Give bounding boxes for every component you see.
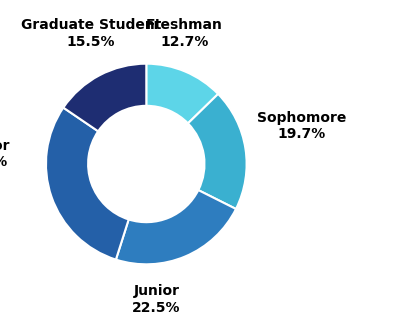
Text: Graduate Student
15.5%: Graduate Student 15.5% — [21, 18, 161, 49]
Text: Sophomore
19.7%: Sophomore 19.7% — [257, 111, 347, 141]
Text: Senior
29.6%: Senior 29.6% — [0, 139, 9, 169]
Wedge shape — [64, 64, 146, 131]
Wedge shape — [116, 190, 236, 264]
Wedge shape — [188, 94, 247, 209]
Text: Junior
22.5%: Junior 22.5% — [132, 284, 181, 315]
Wedge shape — [46, 108, 129, 259]
Text: Freshman
12.7%: Freshman 12.7% — [146, 18, 223, 49]
Wedge shape — [146, 64, 218, 123]
